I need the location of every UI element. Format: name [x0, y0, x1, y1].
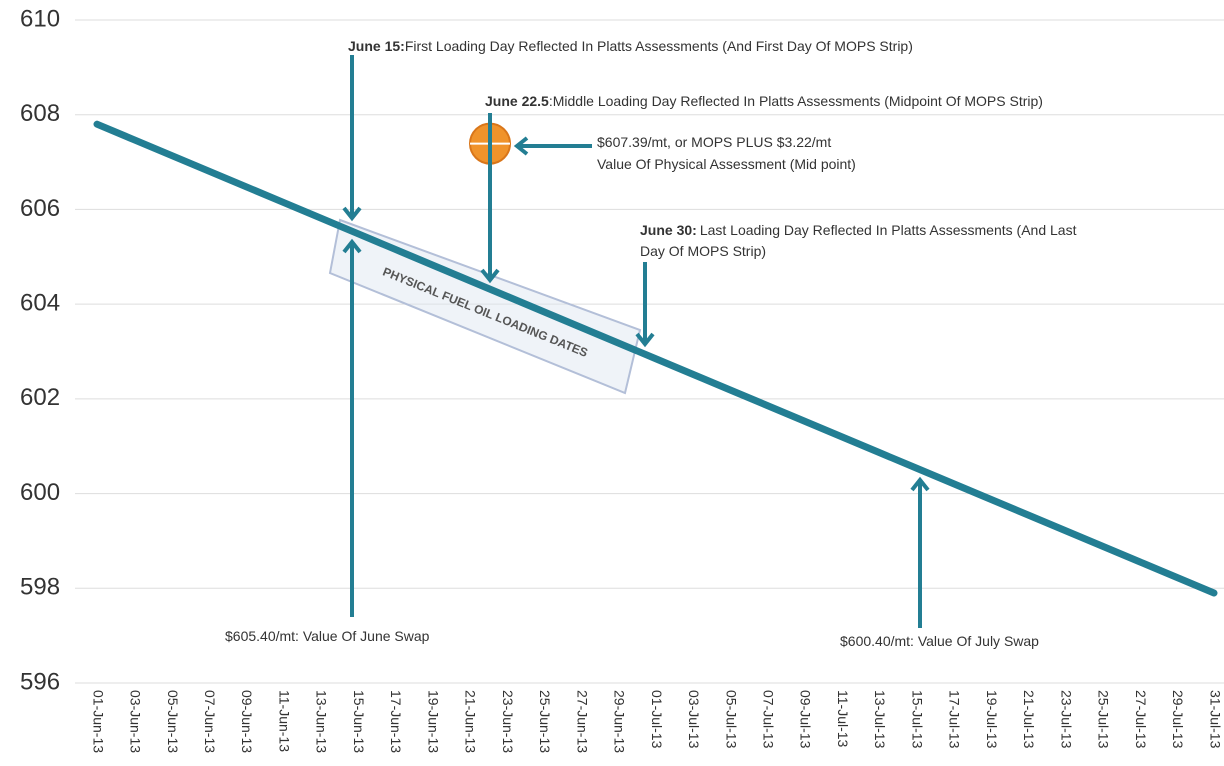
- y-tick-label: 610: [20, 5, 60, 32]
- x-tick-label: 23-Jul-13: [1058, 690, 1074, 749]
- x-tick-label: 09-Jul-13: [798, 690, 814, 749]
- annotation: June 30: Last Loading Day Reflected In Pl…: [640, 222, 1077, 238]
- annotation-bold: June 30:: [640, 222, 697, 238]
- x-tick-label: 01-Jul-13: [649, 690, 665, 749]
- x-tick-label: 29-Jul-13: [1170, 690, 1186, 749]
- x-tick-label: 07-Jul-13: [760, 690, 776, 749]
- annotation: June 22.5:Middle Loading Day Reflected I…: [485, 93, 1043, 109]
- x-tick-label: 19-Jul-13: [984, 690, 1000, 749]
- annotation-bold: June 15:: [348, 38, 405, 54]
- x-tick-label: 23-Jun-13: [500, 690, 516, 753]
- x-tick-label: 07-Jun-13: [202, 690, 218, 753]
- x-tick-label: 01-Jun-13: [90, 690, 106, 753]
- x-tick-label: 29-Jun-13: [612, 690, 628, 753]
- line: [93, 120, 1218, 597]
- x-tick-label: 15-Jun-13: [351, 690, 367, 753]
- x-tick-label: 27-Jul-13: [1133, 690, 1149, 749]
- y-tick-label: 598: [20, 574, 60, 601]
- x-tick-label: 11-Jul-13: [835, 690, 851, 748]
- y-tick-label: 606: [20, 195, 60, 222]
- annotation: $605.40/mt: Value Of June Swap: [225, 628, 430, 644]
- x-tick-label: 13-Jul-13: [872, 690, 888, 749]
- arrow-head: [635, 332, 655, 348]
- annotation-bold: June 22.5: [485, 93, 549, 109]
- x-tick-label: 25-Jul-13: [1096, 690, 1112, 749]
- x-tick-label: 03-Jun-13: [128, 690, 144, 753]
- x-tick-label: 17-Jul-13: [947, 690, 963, 749]
- annotation: June 15:First Loading Day Reflected In P…: [348, 38, 913, 54]
- y-tick-label: 608: [20, 100, 60, 127]
- x-tick-label: 09-Jun-13: [239, 690, 255, 753]
- annotation: $600.40/mt: Value Of July Swap: [840, 633, 1039, 649]
- annotations: June 15:First Loading Day Reflected In P…: [225, 38, 1077, 649]
- x-tick-label: 21-Jun-13: [463, 690, 479, 753]
- annotation-text: First Loading Day Reflected In Platts As…: [405, 38, 913, 54]
- x-tick-label: 17-Jun-13: [388, 690, 404, 753]
- annotation: Value Of Physical Assessment (Mid point): [597, 156, 856, 172]
- annotation: Day Of MOPS Strip): [640, 243, 766, 259]
- arrows: [342, 55, 930, 628]
- annotation: $607.39/mt, or MOPS PLUS $3.22/mt: [597, 134, 831, 150]
- arrow-head: [342, 238, 362, 254]
- x-tick-label: 15-Jul-13: [909, 690, 925, 749]
- loading-box: [328, 218, 642, 395]
- x-tick-label: 25-Jun-13: [537, 690, 553, 753]
- annotation-text: Last Loading Day Reflected In Platts Ass…: [700, 222, 1077, 238]
- x-tick-label: 05-Jul-13: [723, 690, 739, 749]
- x-tick-label: 13-Jun-13: [314, 690, 330, 753]
- plot: [93, 120, 1218, 597]
- arrow-head: [513, 136, 529, 156]
- x-tick-label: 05-Jun-13: [165, 690, 181, 753]
- x-tick-label: 27-Jun-13: [574, 690, 590, 753]
- arrow-head: [910, 476, 930, 492]
- arrow-head: [342, 206, 362, 222]
- y-tick-label: 600: [20, 479, 60, 506]
- x-tick-label: 31-Jul-13: [1207, 690, 1223, 749]
- x-tick-label: 19-Jun-13: [425, 690, 441, 753]
- x-tick-label: 21-Jul-13: [1021, 690, 1037, 749]
- x-tick-label: 11-Jun-13: [276, 690, 292, 752]
- y-tick-label: 596: [20, 668, 60, 695]
- arrow-head: [480, 268, 500, 284]
- y-tick-label: 602: [20, 384, 60, 411]
- annotation-text: :Middle Loading Day Reflected In Platts …: [549, 93, 1043, 109]
- y-tick-label: 604: [20, 289, 60, 316]
- grid: 596 598 600 602 604 606 608 610 01-Jun-13 03-Jun-…: [20, 5, 1224, 753]
- x-tick-label: 03-Jul-13: [686, 690, 702, 749]
